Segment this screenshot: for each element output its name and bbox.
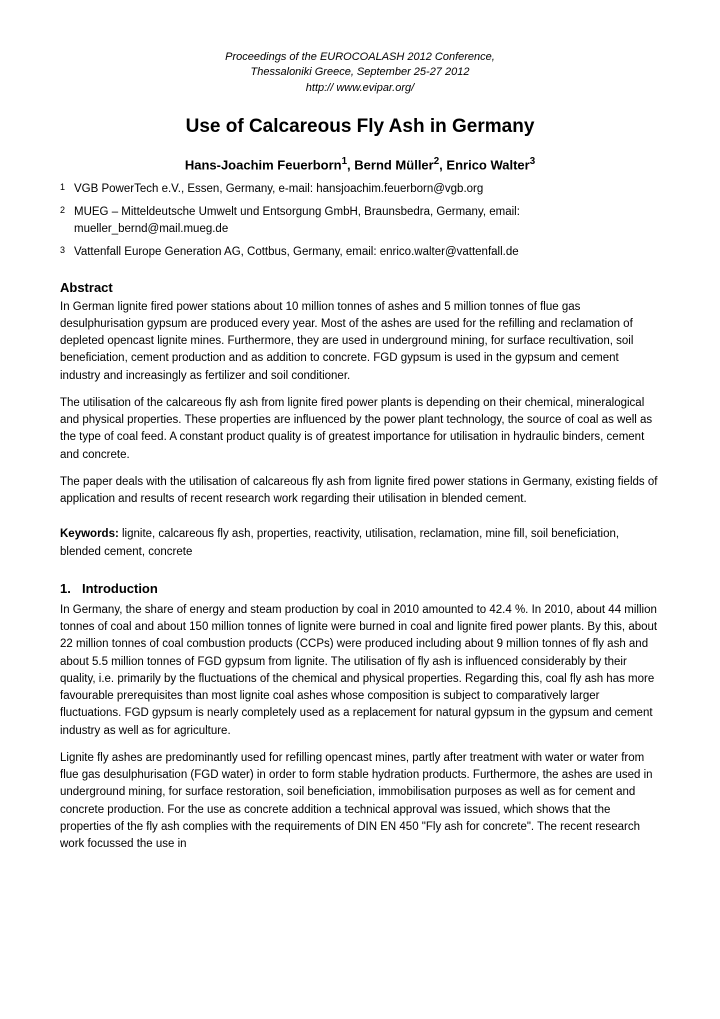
affiliation-number: 3 — [60, 244, 74, 261]
introduction-paragraph: In Germany, the share of energy and stea… — [60, 602, 660, 740]
introduction-paragraph: Lignite fly ashes are predominantly used… — [60, 750, 660, 854]
keywords-line: Keywords: lignite, calcareous fly ash, p… — [60, 526, 660, 561]
affiliations: 1 VGB PowerTech e.V., Essen, Germany, e-… — [60, 181, 660, 262]
affiliation-row: 3 Vattenfall Europe Generation AG, Cottb… — [60, 244, 660, 261]
affiliation-text: VGB PowerTech e.V., Essen, Germany, e-ma… — [74, 181, 660, 198]
affiliation-text: Vattenfall Europe Generation AG, Cottbus… — [74, 244, 660, 261]
abstract-paragraph: The utilisation of the calcareous fly as… — [60, 395, 660, 464]
authors-line: Hans-Joachim Feuerborn1, Bernd Müller2, … — [60, 156, 660, 172]
affiliation-number: 2 — [60, 204, 74, 239]
affiliation-row: 1 VGB PowerTech e.V., Essen, Germany, e-… — [60, 181, 660, 198]
paper-title: Use of Calcareous Fly Ash in Germany — [60, 116, 660, 138]
author-name: Enrico Walter — [446, 158, 529, 173]
conference-header: Proceedings of the EUROCOALASH 2012 Conf… — [60, 50, 660, 96]
affiliation-number: 1 — [60, 181, 74, 198]
section-number: 1. — [60, 581, 82, 596]
abstract-paragraph: The paper deals with the utilisation of … — [60, 474, 660, 509]
affiliation-row: 2 MUEG – Mitteldeutsche Umwelt und Entso… — [60, 204, 660, 239]
conference-line: Proceedings of the EUROCOALASH 2012 Conf… — [60, 50, 660, 65]
author-name: Hans-Joachim Feuerborn — [185, 158, 342, 173]
conference-line: Thessaloniki Greece, September 25-27 201… — [60, 65, 660, 80]
abstract-paragraph: In German lignite fired power stations a… — [60, 299, 660, 385]
keywords-text: lignite, calcareous fly ash, properties,… — [60, 528, 619, 557]
paper-page: Proceedings of the EUROCOALASH 2012 Conf… — [0, 0, 720, 903]
author-affil-sup: 3 — [530, 156, 535, 167]
keywords-label: Keywords: — [60, 528, 119, 540]
introduction-heading: 1.Introduction — [60, 581, 660, 596]
conference-line: http:// www.evipar.org/ — [60, 81, 660, 96]
author-name: Bernd Müller — [354, 158, 433, 173]
abstract-heading: Abstract — [60, 280, 660, 295]
section-title: Introduction — [82, 581, 158, 596]
affiliation-text: MUEG – Mitteldeutsche Umwelt und Entsorg… — [74, 204, 660, 239]
